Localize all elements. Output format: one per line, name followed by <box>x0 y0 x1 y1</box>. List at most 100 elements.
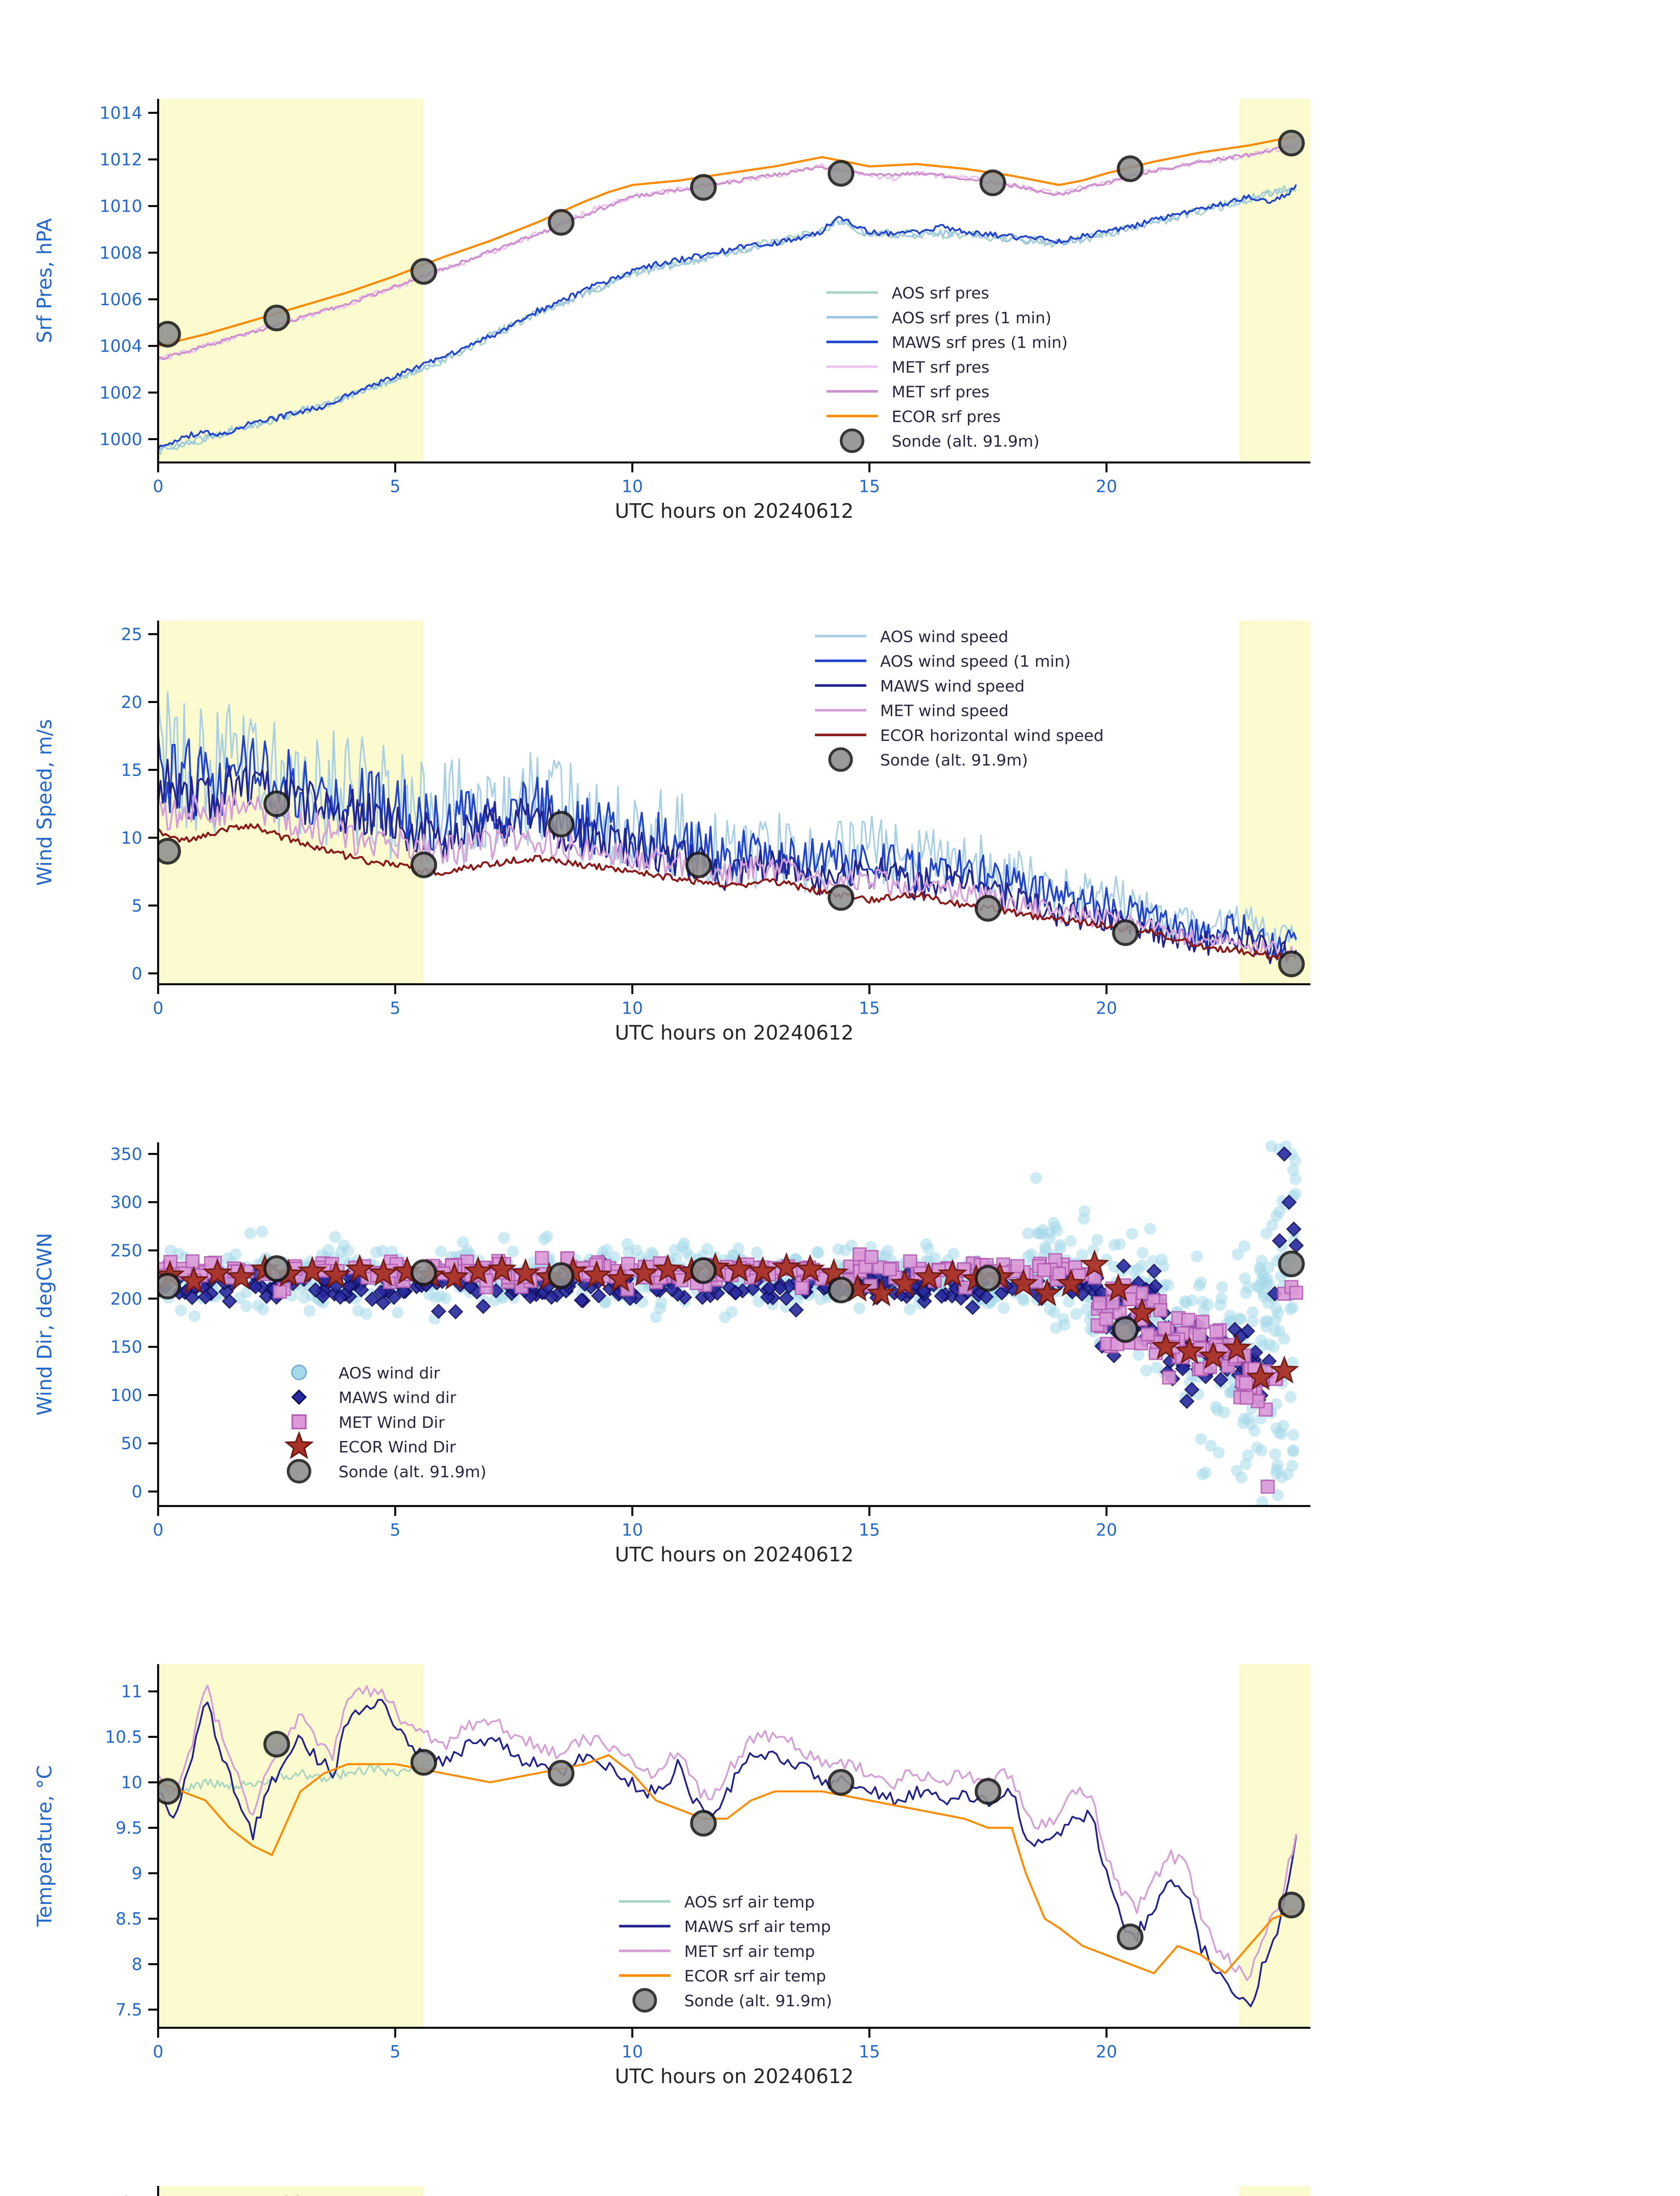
y-axis-label: Wind Speed, m/s <box>33 719 56 886</box>
x-tick-label: 0 <box>153 999 163 1019</box>
x-tick-label: 0 <box>153 2042 163 2062</box>
legend: AOS srf pres AOS srf pres (1 min) MAWS srf… <box>826 285 1068 453</box>
legend: AOS srf air temp MAWS srf air temp MET srf… <box>619 1893 832 2013</box>
legend-label: ECOR srf air temp <box>684 1968 826 1986</box>
y-tick-label: 1004 <box>100 336 142 356</box>
legend-label: ECOR Wind Dir <box>339 1438 456 1456</box>
legend-label: MET srf air temp <box>684 1943 815 1961</box>
x-tick-label: 20 <box>1096 999 1117 1019</box>
legend-label: MET wind speed <box>880 702 1009 720</box>
x-tick-label: 5 <box>390 2042 401 2062</box>
series-ecor-srf-pres <box>158 135 1297 347</box>
series-met-srf-pres-2 <box>158 144 1297 361</box>
y-tick-label: 1000 <box>100 430 142 449</box>
wind-dir-chart: 0 50 100 150 200 250 300 350 0 5 10 15 20 Wind Dir, d… <box>33 1140 1311 1565</box>
series-met-srf-air-temp <box>158 1684 1297 1981</box>
series-maws-srf-pres-1-min <box>158 184 1297 450</box>
y-tick-label: 1012 <box>100 150 142 170</box>
legend-label: MAWS wind dir <box>339 1389 456 1407</box>
legend-label: ECOR horizontal wind speed <box>880 727 1104 745</box>
legend-label: AOS wind speed <box>880 628 1008 646</box>
shaded-band <box>158 1664 424 2028</box>
series-maws-srf-air-temp <box>158 1699 1297 2008</box>
y-tick-label: 300 <box>110 1193 142 1213</box>
x-tick-label: 0 <box>153 477 163 497</box>
legend: AOS wind speed AOS wind speed (1 min) MAWS… <box>815 628 1104 772</box>
axes: 0 5 10 15 20 25 0 5 10 15 20 <box>121 621 1311 1019</box>
x-tick-label: 5 <box>390 1521 401 1540</box>
legend-label: MET srf pres <box>892 383 990 401</box>
plot-area <box>158 1140 1305 1506</box>
y-tick-label: 100 <box>110 1386 142 1405</box>
axes: 55606570758085909505101520 <box>121 2186 159 2196</box>
y-tick-label: 10 <box>121 828 142 848</box>
sonde-markers <box>158 130 1305 348</box>
sonde-markers <box>158 1250 1305 1343</box>
shaded-band <box>1239 621 1311 984</box>
srf-pres-chart: 1000 1002 1004 1006 1008 1010 1012 1014 0 5 10 15 20… <box>33 99 1311 522</box>
series-ecor-horizontal-wind-speed <box>158 823 1297 961</box>
x-tick-label: 20 <box>1096 477 1117 497</box>
y-tick-label: 1014 <box>100 103 142 123</box>
legend-label: Sonde (alt. 91.9m) <box>339 1463 487 1481</box>
y-tick-label: 10.5 <box>105 1727 142 1747</box>
y-tick-label: 7.5 <box>116 2000 142 2020</box>
legend: AOS RHAOS RH (1 min)MAWS RHMET RHSonde (… <box>269 2193 330 2196</box>
axes: 1000 1002 1004 1006 1008 1010 1012 1014 0 5 10 15 20 <box>100 99 1311 497</box>
legend-label: Sonde (alt. 91.9m) <box>892 433 1040 451</box>
shaded-band <box>158 2186 424 2196</box>
legend-label: Sonde (alt. 91.9m) <box>684 1992 832 2010</box>
legend-label: ECOR srf pres <box>892 408 1001 426</box>
x-tick-label: 20 <box>1096 1521 1117 1540</box>
y-axis-label: Temperature, °C <box>33 1765 56 1927</box>
legend-label: MET srf pres <box>892 358 990 376</box>
series-aos-wind-speed <box>158 691 1297 955</box>
x-tick-label: 15 <box>859 2042 880 2062</box>
legend-label: AOS srf pres (1 min) <box>892 309 1051 327</box>
wind-speed-chart: 0 5 10 15 20 25 0 5 10 15 20 Wind Speed, m/s UTC hou… <box>33 621 1311 1044</box>
x-axis-label: UTC hours on 20240612 <box>615 1543 854 1565</box>
y-tick-label: 200 <box>110 1289 142 1309</box>
legend-label: AOS srf air temp <box>684 1893 815 1911</box>
y-tick-label: 1006 <box>100 290 142 310</box>
legend-label: MAWS wind speed <box>880 677 1025 695</box>
y-tick-label: 250 <box>110 1241 142 1261</box>
shaded-band <box>1239 2186 1311 2196</box>
y-tick-label: 350 <box>110 1145 142 1164</box>
x-tick-label: 20 <box>1096 2042 1117 2062</box>
wind-speed-figure: 0 5 10 15 20 25 0 5 10 15 20 Wind Speed, m/s UTC hou… <box>0 522 1680 1044</box>
relative-humidity-chart: 55606570758085909505101520Relative Humid… <box>121 2186 1311 2196</box>
x-axis-label: UTC hours on 20240612 <box>615 2065 854 2087</box>
x-tick-label: 0 <box>153 1521 163 1540</box>
legend-label: AOS RH <box>269 2193 330 2196</box>
series-met-wind-speed <box>158 790 1297 959</box>
y-tick-label: 11 <box>121 1682 142 1702</box>
y-tick-label: 1008 <box>100 243 142 263</box>
shaded-band <box>1239 1664 1311 2028</box>
plot-area <box>158 1684 1305 2008</box>
x-tick-label: 15 <box>859 1521 880 1540</box>
series-aos-srf-air-temp <box>158 1764 431 1795</box>
x-tick-label: 15 <box>859 999 880 1019</box>
legend-label: AOS wind dir <box>339 1364 440 1382</box>
y-tick-label: 9 <box>132 1864 142 1884</box>
y-axis-label: Wind Dir, degCWN <box>33 1233 56 1416</box>
legend-label: AOS srf pres <box>892 285 989 303</box>
temperature-figure: 7.5 8 8.5 9 9.5 10 10.5 11 0 5 10 15 20 Temperature, … <box>0 1565 1680 2087</box>
y-tick-label: 1002 <box>100 383 142 403</box>
axes: 7.5 8 8.5 9 9.5 10 10.5 11 0 5 10 15 20 <box>105 1664 1311 2062</box>
y-tick-label: 0 <box>132 1482 142 1502</box>
relative-humidity-figure: 55606570758085909505101520Relative Humid… <box>0 2087 1680 2196</box>
sonde-markers <box>158 790 1305 978</box>
x-tick-label: 10 <box>621 999 643 1019</box>
plot-area <box>158 691 1305 978</box>
temperature-chart: 7.5 8 8.5 9 9.5 10 10.5 11 0 5 10 15 20 Temperature, … <box>33 1664 1311 2087</box>
legend-label: MAWS srf air temp <box>684 1918 831 1936</box>
y-tick-label: 150 <box>110 1337 142 1357</box>
series-aos-srf-pres <box>158 185 1297 455</box>
x-tick-label: 5 <box>390 477 401 497</box>
series-ecor-srf-air-temp <box>158 1754 1297 1975</box>
legend-label: MAWS srf pres (1 min) <box>892 334 1068 352</box>
legend-label: MET Wind Dir <box>339 1414 445 1432</box>
